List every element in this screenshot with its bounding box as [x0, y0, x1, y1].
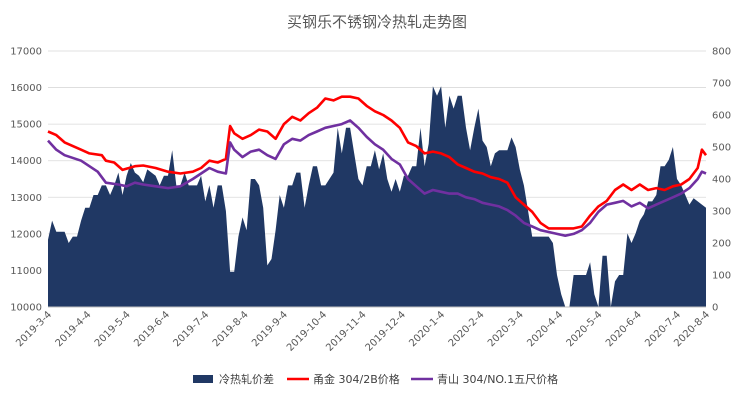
x-tick-label: 2020-2-4: [447, 309, 487, 349]
right-tick-label: 600: [712, 111, 731, 122]
legend: 冷热轧价差 甬金 304/2B价格 青山 304/NO.1五尺价格: [193, 372, 558, 386]
left-tick-label: 14000: [10, 156, 42, 167]
left-tick-label: 15000: [10, 120, 42, 131]
x-tick-label: 2019-3-4: [14, 309, 54, 349]
price-lines-layer: [47, 95, 708, 237]
spread-area: [48, 86, 706, 307]
x-tick-label: 2019-7-4: [172, 309, 212, 349]
x-tick-label: 2020-4-4: [525, 309, 565, 349]
yongjin-price-line: [47, 95, 708, 230]
right-tick-label: 700: [712, 79, 731, 90]
legend-item-1-swatch: [193, 375, 213, 383]
x-tick-label: 2020-5-4: [565, 309, 605, 349]
left-tick-label: 17000: [10, 47, 42, 58]
right-tick-label: 800: [712, 47, 731, 58]
right-axis: 0 100 200 300 400 500 600 700 800: [712, 47, 731, 314]
x-tick-label: 2020-6-4: [604, 309, 644, 349]
right-tick-label: 400: [712, 175, 731, 186]
x-tick-label: 2019-6-4: [132, 309, 172, 349]
left-tick-label: 10000: [10, 303, 42, 314]
x-tick-label: 2020-1-4: [407, 309, 447, 349]
x-tick-label: 2019-9-4: [250, 309, 290, 349]
right-tick-label: 100: [712, 271, 731, 282]
x-axis: 2019-3-4 2019-4-4 2019-5-4 2019-6-4 2019-7-4…: [14, 306, 712, 354]
right-tick-label: 500: [712, 143, 731, 154]
left-tick-label: 13000: [10, 193, 42, 204]
right-tick-label: 0: [712, 303, 718, 314]
left-tick-label: 11000: [10, 266, 42, 277]
left-axis: 10000 11000 12000 13000 14000 15000 16000 17000: [10, 47, 42, 314]
legend-item-1-label: 冷热轧价差: [219, 372, 274, 386]
right-tick-label: 200: [712, 239, 731, 250]
x-tick-label: 2019-8-4: [211, 309, 251, 349]
qingshan-price-line: [47, 119, 707, 237]
legend-item-3-label: 青山 304/NO.1五尺价格: [437, 372, 558, 386]
chart-title: 买钢乐不锈钢冷热轧走势图: [287, 13, 467, 31]
x-tick-label: 2019-11-4: [324, 309, 368, 353]
left-tick-label: 12000: [10, 229, 42, 240]
right-tick-label: 300: [712, 207, 731, 218]
x-tick-label: 2019-4-4: [54, 309, 94, 349]
x-tick-label: 2020-3-4: [486, 309, 526, 349]
legend-item-2-label: 甬金 304/2B价格: [313, 372, 400, 386]
x-tick-label: 2019-10-4: [285, 309, 329, 353]
x-tick-label: 2019-12-4: [364, 309, 408, 353]
x-tick-label: 2019-5-4: [93, 309, 133, 349]
spread-area-layer: [48, 86, 706, 307]
left-tick-label: 16000: [10, 83, 42, 94]
